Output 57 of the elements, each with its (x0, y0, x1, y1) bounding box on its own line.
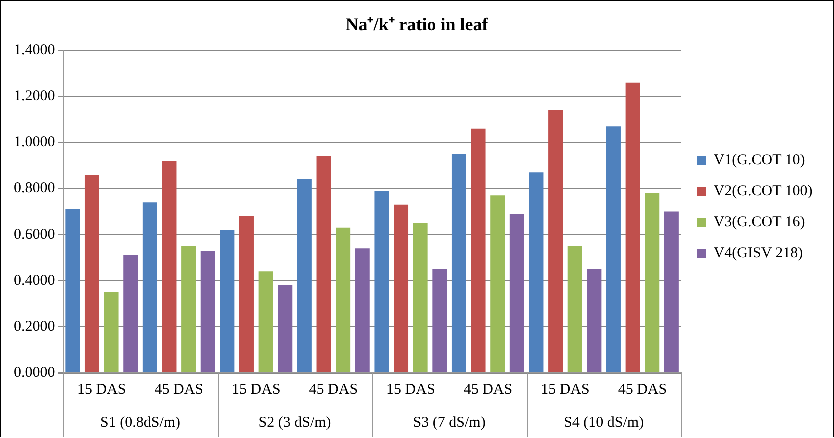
bar (587, 269, 602, 372)
bar (258, 272, 274, 372)
x-tick-label: 15 DAS (232, 382, 281, 398)
y-tick-label: 1.4000 (14, 42, 56, 59)
y-tick-label: 0.4000 (14, 272, 56, 289)
bar (200, 250, 216, 372)
y-tick-label: 0.2000 (14, 318, 56, 335)
bar (432, 269, 448, 372)
bar (413, 223, 428, 372)
bar (278, 285, 293, 372)
bar (297, 180, 312, 372)
y-tick-label: 0.8000 (14, 180, 56, 197)
bar (510, 214, 524, 372)
bar (645, 193, 660, 372)
x-tick-label: 15 DAS (541, 382, 590, 398)
x-tick-label: 45 DAS (309, 382, 358, 398)
legend-label: V1(G.COT 10) (714, 152, 806, 168)
x-tick-label: 45 DAS (464, 382, 513, 398)
bar (355, 248, 370, 372)
bar (220, 230, 235, 372)
legend-label: V3(G.COT 16) (714, 214, 806, 230)
x-tick-label: 45 DAS (618, 382, 668, 398)
bar (336, 228, 351, 372)
text: S3 (7 dS/m) (413, 414, 486, 431)
bar (142, 202, 158, 372)
bar (374, 191, 390, 372)
bar (394, 204, 409, 372)
y-tick-label: 0.6000 (14, 226, 56, 243)
bar (104, 292, 119, 372)
bar (84, 174, 100, 372)
bar (568, 246, 582, 372)
text: S1 (0.8dS/m) (100, 414, 181, 431)
y-tick-label: 1.2000 (14, 88, 56, 105)
bar (471, 128, 486, 372)
x-tick-label: 45 DAS (154, 382, 204, 398)
bar (124, 256, 138, 372)
bar (316, 156, 332, 372)
bar (66, 209, 80, 372)
bar (452, 154, 466, 372)
bar (529, 172, 544, 372)
bar (182, 246, 196, 372)
y-tick-label: 0.0000 (14, 364, 56, 381)
bar (490, 196, 506, 372)
x-tick-label: 15 DAS (78, 382, 126, 398)
x-tick-label: 15 DAS (386, 382, 436, 398)
bar (162, 161, 177, 372)
text: S4 (10 dS/m) (564, 414, 644, 431)
y-tick-label: 1.0000 (14, 134, 56, 151)
legend-label: V2(G.COT 100) (714, 183, 813, 200)
text: S2 (3 dS/m) (258, 414, 332, 431)
bar (240, 216, 254, 372)
bar (664, 212, 679, 372)
bar (548, 110, 564, 372)
legend-label: V4(GISV 218) (714, 245, 804, 262)
bar (606, 126, 621, 372)
chart-title: Na⁺/k⁺ ratio in leaf (346, 14, 490, 34)
bar (626, 82, 640, 372)
